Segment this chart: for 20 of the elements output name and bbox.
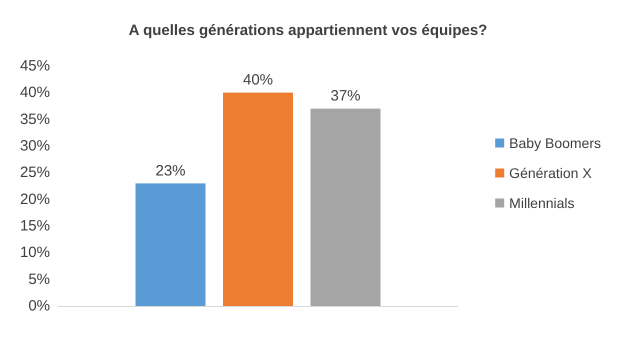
y-tick-label: 0% bbox=[28, 298, 50, 314]
y-tick-label: 15% bbox=[20, 218, 50, 234]
y-tick-label: 45% bbox=[20, 58, 50, 74]
y-tick-label: 30% bbox=[20, 138, 50, 154]
legend-label: Baby Boomers bbox=[509, 135, 602, 151]
data-label: 23% bbox=[155, 162, 186, 180]
y-tick-label: 35% bbox=[20, 110, 50, 128]
legend-label: Millennials bbox=[509, 195, 575, 211]
bar bbox=[310, 108, 380, 306]
data-label: 40% bbox=[242, 72, 274, 89]
y-tick-label: 40% bbox=[20, 84, 50, 102]
y-tick-label: 5% bbox=[28, 270, 50, 288]
y-tick-label: 20% bbox=[20, 190, 50, 208]
chart-title: A quelles générations appartiennent vos équipes? bbox=[128, 22, 488, 39]
data-label: 37% bbox=[330, 88, 361, 105]
y-tick-label: 25% bbox=[20, 164, 50, 182]
legend-label: Génération X bbox=[509, 165, 592, 181]
bar bbox=[136, 183, 206, 306]
y-tick-label: 10% bbox=[20, 244, 50, 262]
bar bbox=[223, 92, 293, 306]
